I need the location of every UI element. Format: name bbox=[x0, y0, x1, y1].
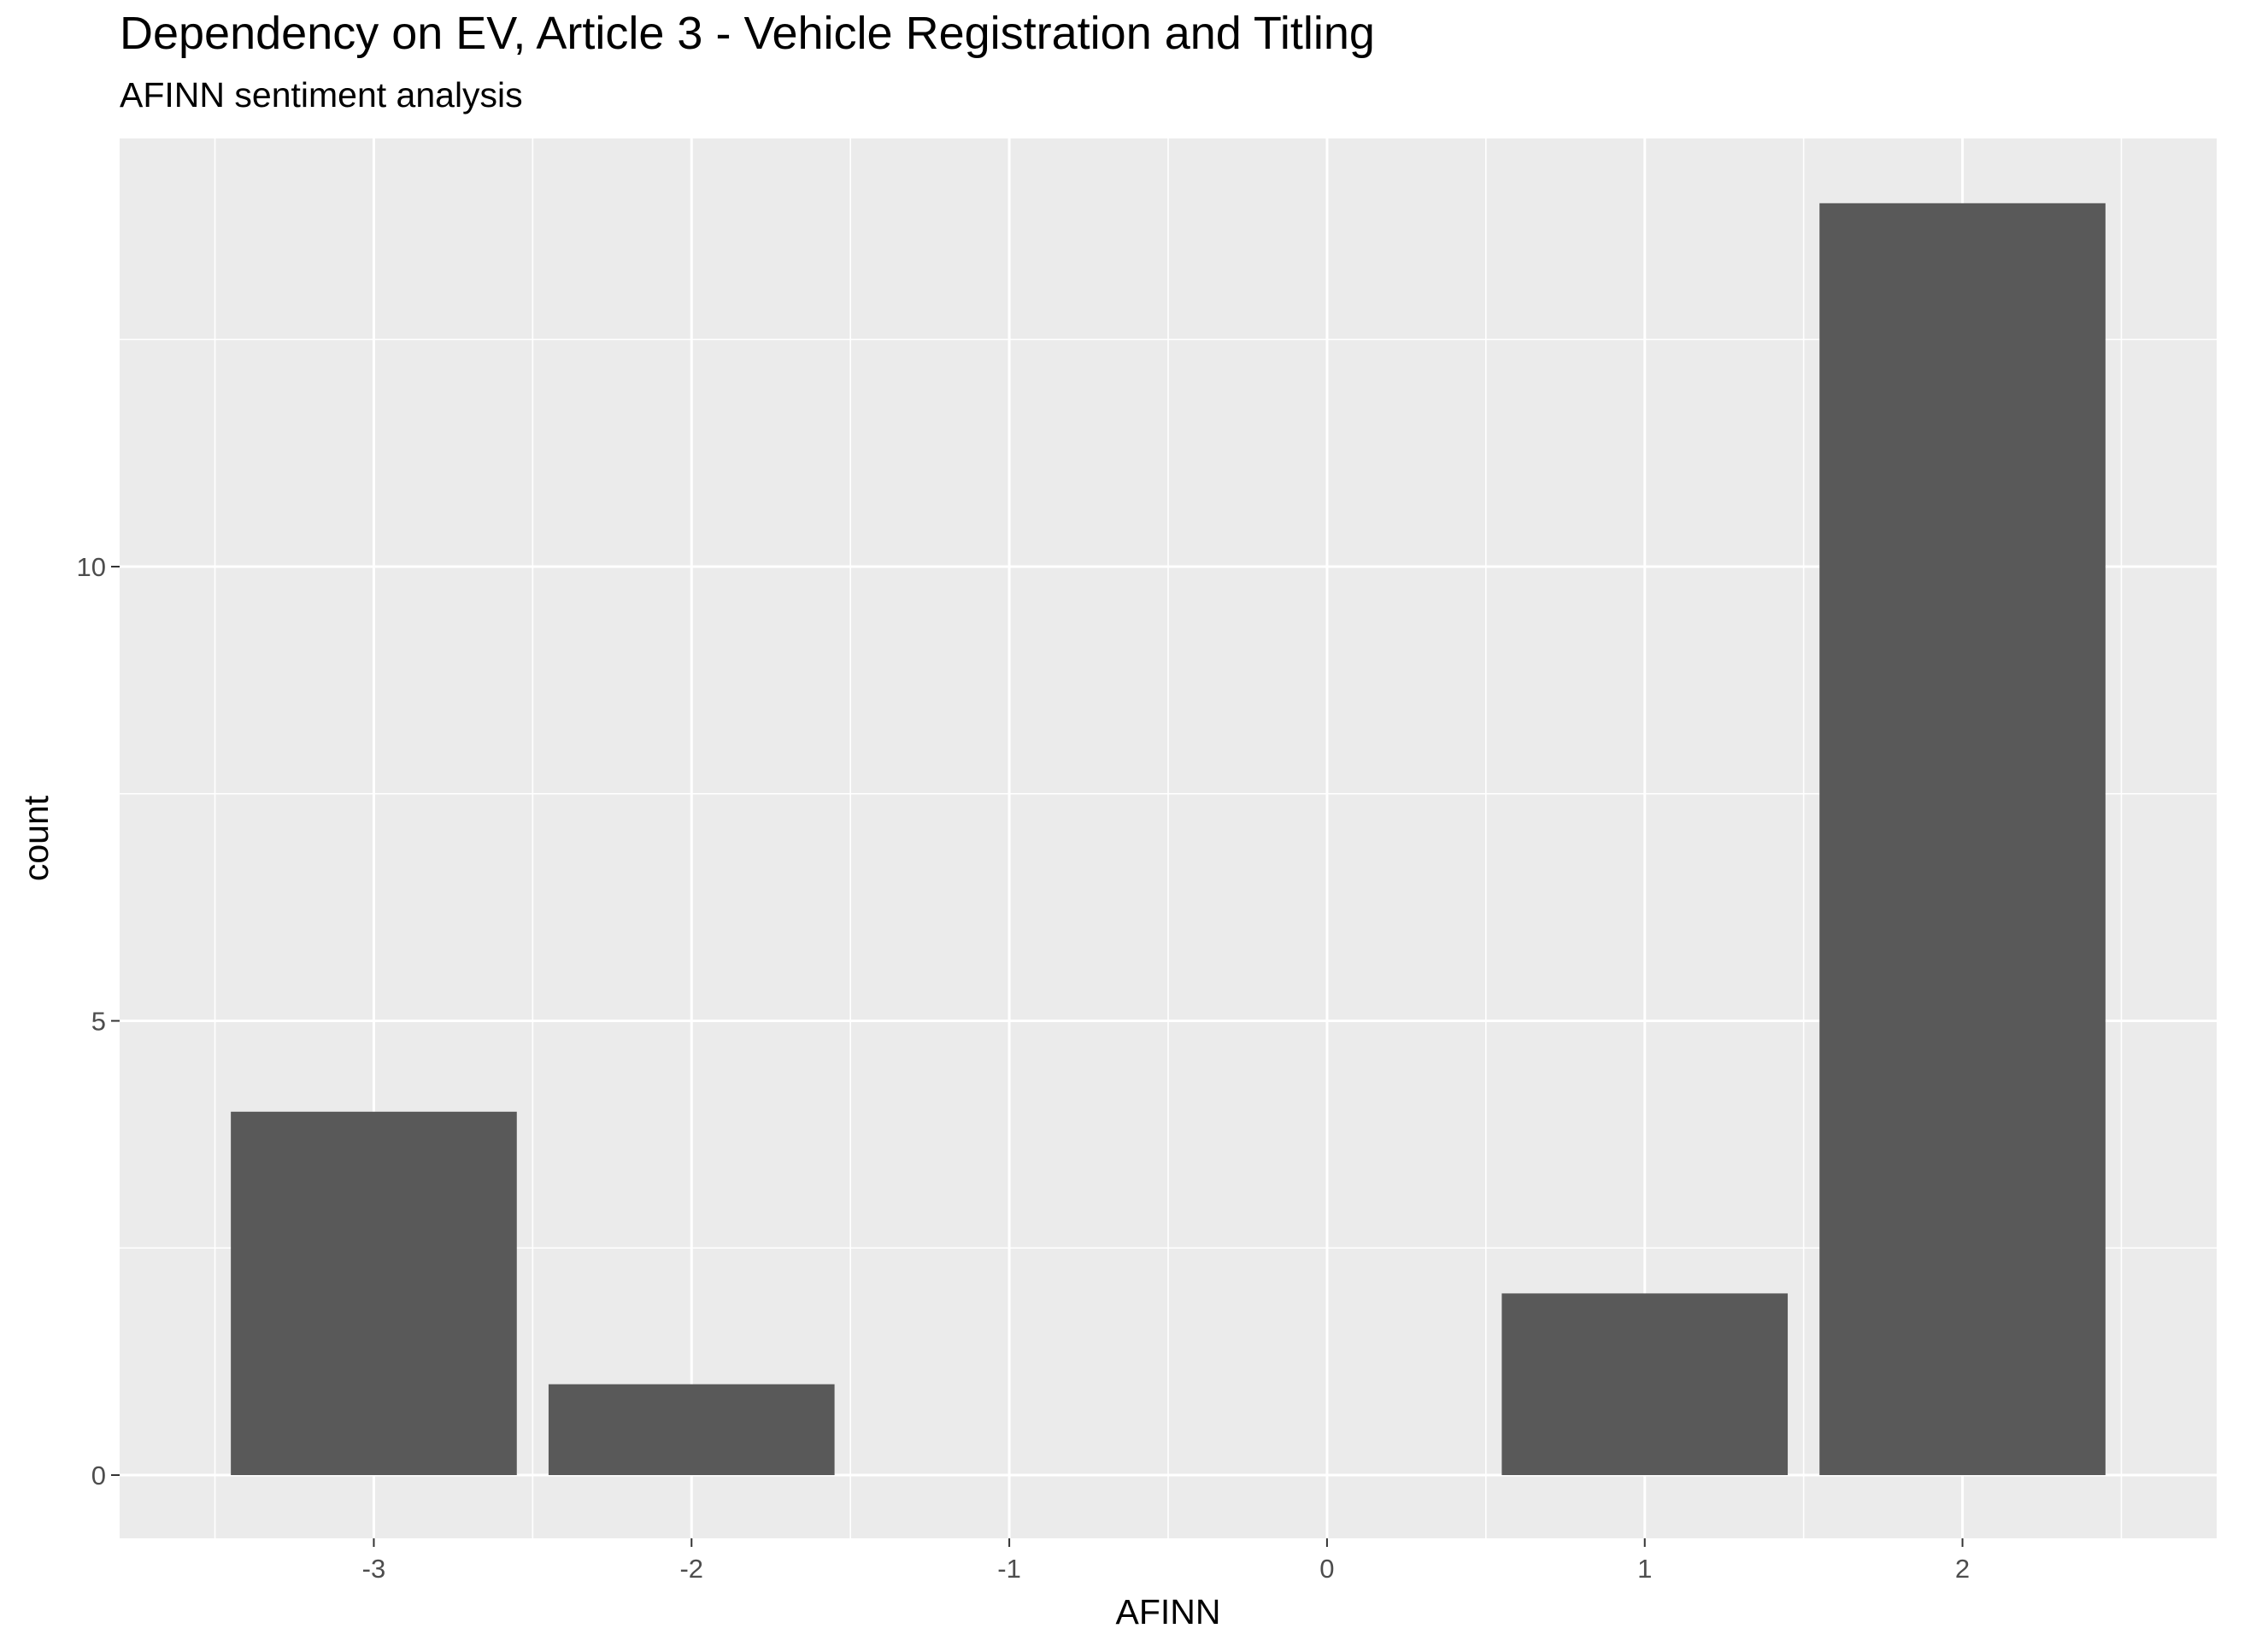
x-tick-label: 0 bbox=[1319, 1554, 1334, 1584]
y-tick-label: 10 bbox=[77, 552, 106, 582]
x-tick-label: -3 bbox=[362, 1554, 386, 1584]
axis-ticks: -3 -2 -1 0 1 2 0 5 10 bbox=[77, 552, 1971, 1584]
x-axis-title: AFINN bbox=[1116, 1592, 1221, 1631]
x-tick-label: -1 bbox=[997, 1554, 1021, 1584]
x-tick-label: 2 bbox=[1955, 1554, 1970, 1584]
chart-subtitle: AFINN sentiment analysis bbox=[120, 75, 523, 115]
bar bbox=[1819, 203, 2106, 1475]
bars bbox=[231, 203, 2106, 1475]
chart-title: Dependency on EV, Article 3 - Vehicle Re… bbox=[120, 8, 1375, 59]
y-tick-label: 5 bbox=[91, 1007, 106, 1037]
x-tick-label: -2 bbox=[679, 1554, 703, 1584]
y-axis-title: count bbox=[16, 795, 56, 881]
y-tick-label: 0 bbox=[91, 1461, 106, 1490]
bar bbox=[548, 1384, 835, 1475]
bar bbox=[1501, 1293, 1789, 1475]
x-tick-label: 1 bbox=[1637, 1554, 1652, 1584]
bar bbox=[231, 1111, 517, 1475]
